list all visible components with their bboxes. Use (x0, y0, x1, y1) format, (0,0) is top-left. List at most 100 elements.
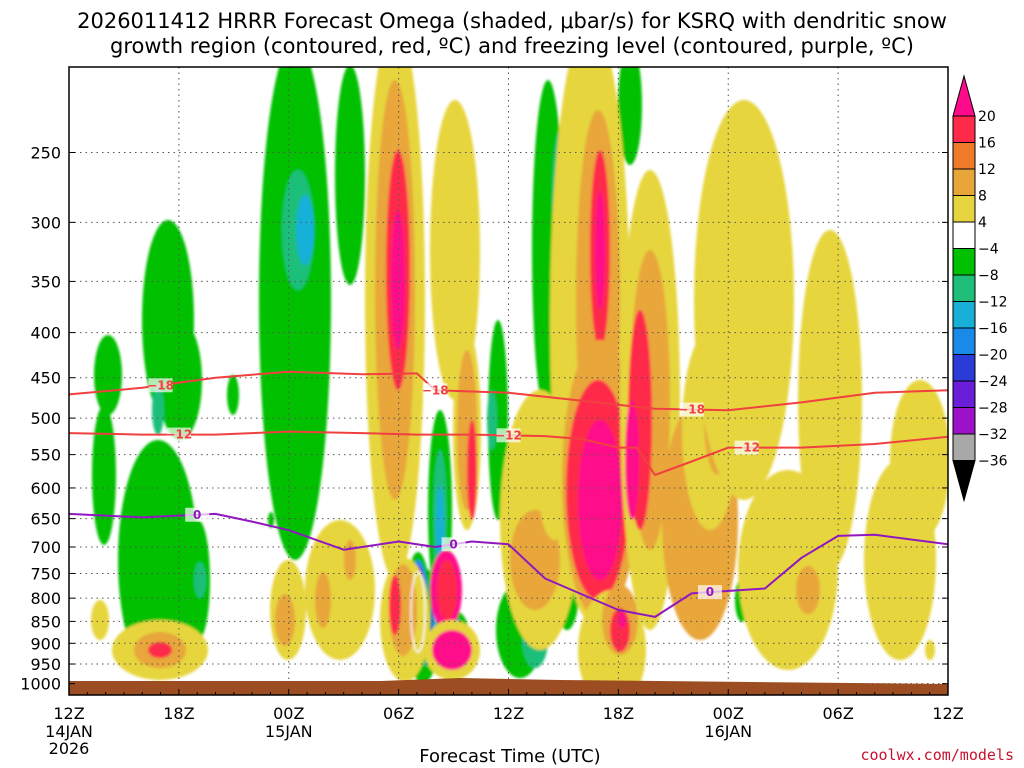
omega-region (694, 100, 794, 500)
omega-region (864, 460, 936, 660)
contour-label: −18 (678, 403, 705, 417)
omega-region (625, 400, 639, 520)
omega-region (227, 375, 239, 415)
omega-region (259, 67, 331, 560)
colorbar-swatch (952, 327, 976, 355)
y-tick-label: 700 (30, 538, 61, 557)
y-tick-label: 650 (30, 510, 61, 529)
colorbar-swatch (952, 354, 976, 382)
contour-label-bg (441, 537, 466, 552)
contour-label: −18 (147, 378, 174, 392)
contour-label: 0 (449, 537, 457, 551)
x-tick-sublabel: 2026 (49, 739, 90, 758)
omega-region (798, 230, 862, 570)
contour-label: 0 (193, 508, 201, 522)
x-axis-title: Forecast Time (UTC) (419, 746, 600, 767)
colorbar-swatch (952, 380, 976, 408)
colorbar-label: −24 (978, 374, 1008, 390)
contour-label: 0 (706, 585, 714, 599)
x-tick-label: 06Z (822, 704, 853, 723)
omega-region (152, 385, 164, 435)
y-tick-label: 1000 (20, 675, 61, 694)
colorbar-swatch (952, 407, 976, 435)
omega-shading (91, 67, 948, 695)
colorbar-label: −4 (978, 242, 999, 258)
omega-region (148, 642, 172, 658)
colorbar-label: 8 (978, 189, 987, 205)
chart-title-line1: 2026011412 HRRR Forecast Omega (shaded, … (77, 9, 947, 33)
y-tick-label: 550 (30, 446, 61, 465)
omega-region (595, 190, 605, 310)
credit-text: coolwx.com/models (860, 746, 1014, 764)
colorbar-swatch (952, 115, 976, 143)
omega-region (618, 612, 626, 628)
x-tick-label: 12Z (53, 704, 84, 723)
x-tick-label: 00Z (273, 704, 304, 723)
omega-region (488, 320, 508, 520)
x-tick-sublabel: 14JAN (45, 722, 93, 741)
omega-region (275, 594, 295, 646)
contour-label-bg (423, 383, 448, 398)
colorbar: 20 16 12 8 4 −4 −8 −12 −16 −20 −24 −28 −32 −36 (952, 74, 1008, 503)
omega-region (92, 405, 116, 545)
omega-region (344, 540, 356, 580)
y-tick-label: 750 (30, 564, 61, 583)
colorbar-swatch (952, 433, 976, 461)
omega-region (618, 67, 642, 165)
colorbar-swatch (952, 248, 976, 276)
omega-region (796, 566, 820, 614)
x-tick-sublabel: 16JAN (704, 722, 752, 741)
colorbar-bottom-arrow (952, 460, 976, 503)
x-tick-label: 18Z (163, 704, 194, 723)
omega-region (315, 572, 331, 628)
omega-region (194, 562, 206, 598)
omega-region (391, 210, 405, 350)
plot-area: −18 −18 −18 −12 −12 −12 0 0 0 (69, 67, 948, 695)
colorbar-label: −36 (978, 454, 1008, 470)
omega-region (925, 640, 935, 660)
omega-region (578, 420, 622, 580)
y-tick-label: 350 (30, 272, 61, 291)
contour-label: −18 (422, 383, 449, 397)
pressure-axis: 250 300 350 400 450 500 550 600 650 700 750 800 850 9… (20, 143, 948, 694)
omega-region (335, 67, 365, 285)
x-tick-label: 06Z (383, 704, 414, 723)
contour-label-bg (697, 585, 722, 600)
colorbar-label: −28 (978, 401, 1008, 417)
contour-label-bg (166, 427, 191, 442)
y-tick-label: 900 (30, 634, 61, 653)
colorbar-swatch (952, 301, 976, 329)
x-tick-label: 12Z (493, 704, 524, 723)
contour-line (69, 512, 948, 618)
colorbar-swatch (952, 142, 976, 170)
colorbar-label: −16 (978, 321, 1008, 337)
omega-region (389, 575, 401, 635)
omega-region (118, 440, 198, 680)
omega-region (296, 195, 314, 265)
omega-region (94, 335, 122, 415)
colorbar-label: −12 (978, 295, 1008, 311)
y-tick-label: 850 (30, 612, 61, 631)
colorbar-swatch (952, 195, 976, 223)
omega-region (430, 100, 480, 400)
contour-label-bg (148, 378, 173, 393)
colorbar-swatch (952, 274, 976, 302)
y-tick-label: 950 (30, 655, 61, 674)
chart-title-line2: growth region (contoured, red, ºC) and f… (110, 34, 914, 58)
omega-region (432, 630, 472, 670)
contour-label: −12 (165, 428, 192, 442)
x-tick-sublabel: 15JAN (265, 722, 313, 741)
colorbar-swatch (952, 221, 976, 249)
omega-region (875, 516, 889, 544)
colorbar-label: 12 (978, 162, 996, 178)
contour-label-bg (734, 440, 759, 455)
grid-lines (69, 67, 948, 695)
omega-region (467, 420, 477, 520)
colorbar-label: −8 (978, 268, 999, 284)
colorbar-label: 16 (978, 136, 996, 152)
omega-region (305, 520, 375, 660)
colorbar-label: 20 (978, 109, 996, 125)
omega-region (158, 320, 202, 440)
